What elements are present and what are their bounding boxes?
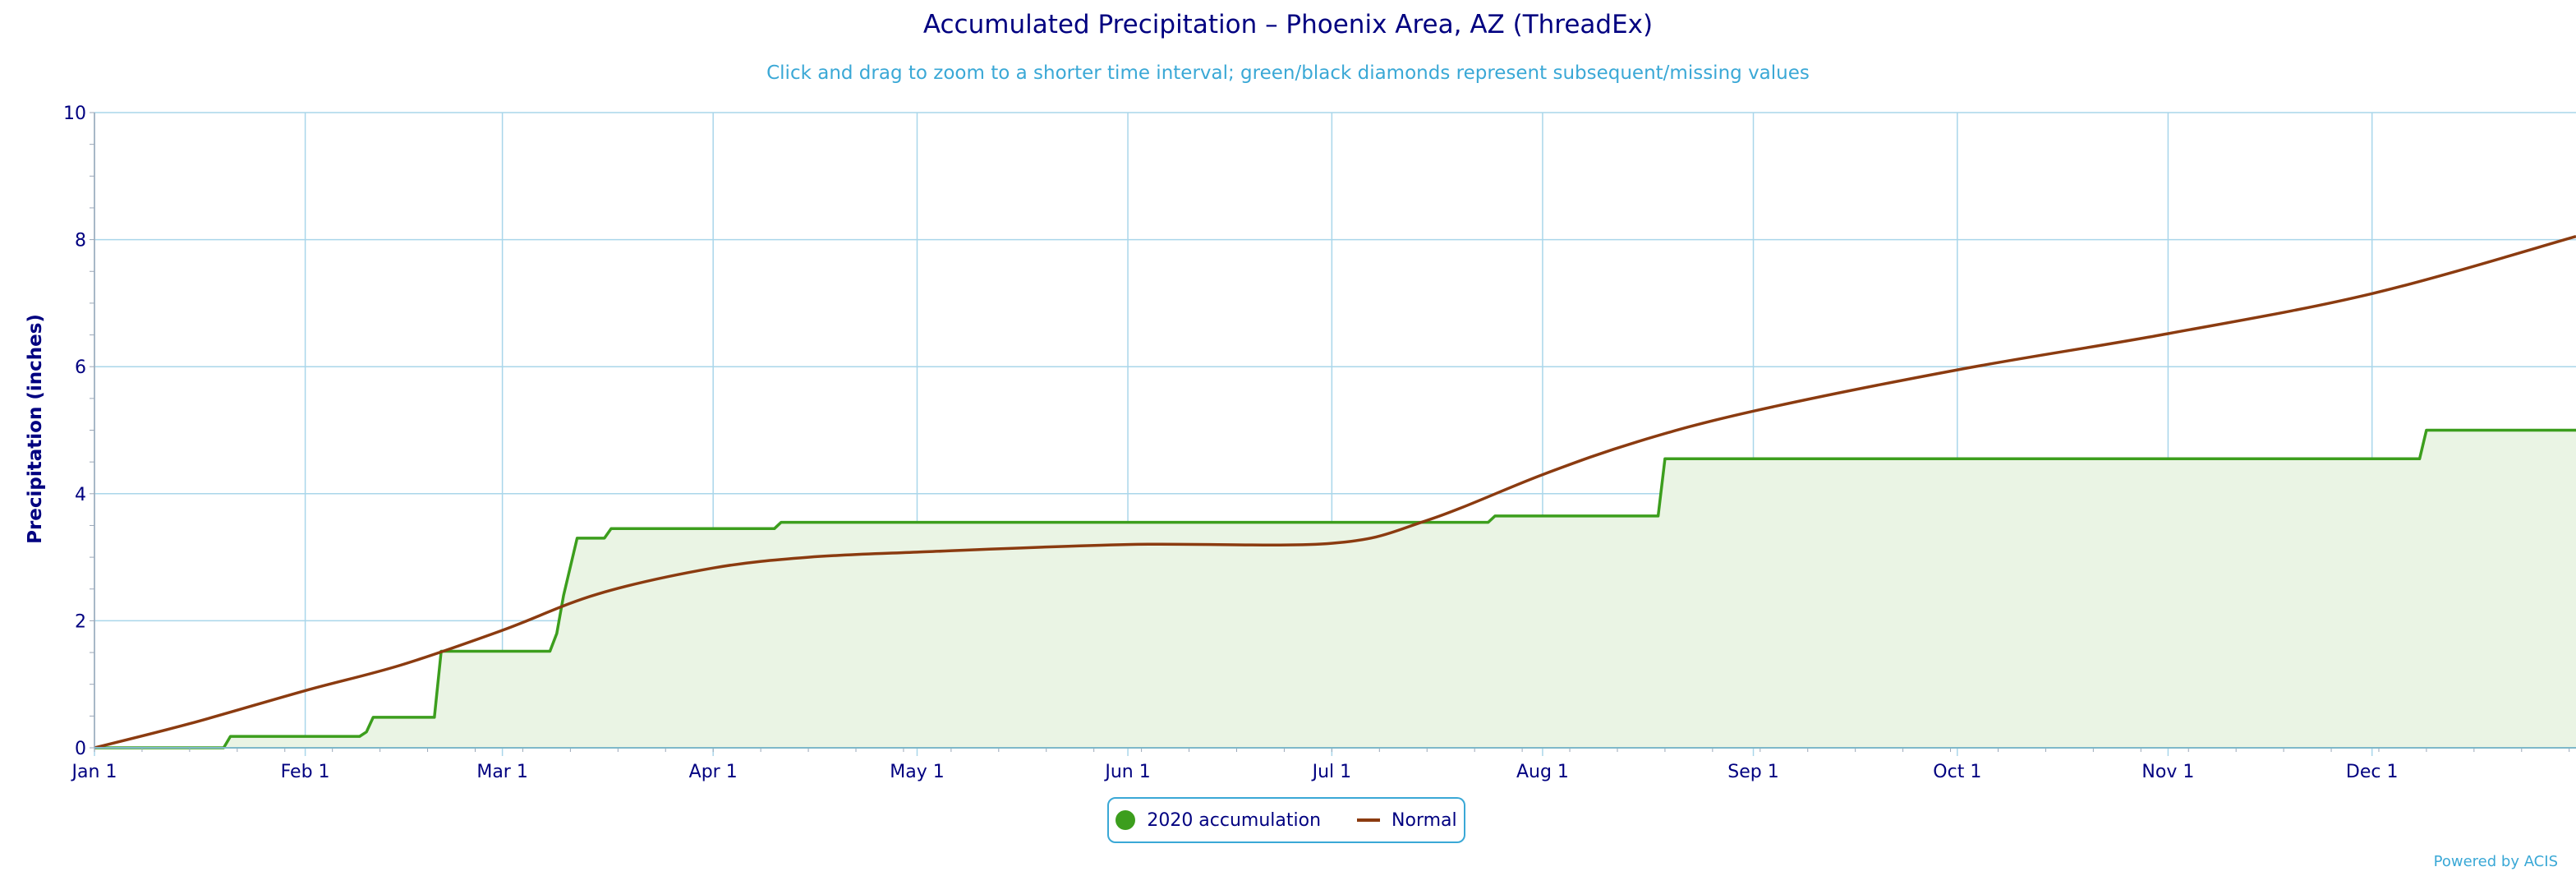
series-line-normal[interactable] xyxy=(94,235,2576,749)
chart-subtitle: Click and drag to zoom to a shorter time… xyxy=(766,62,1810,84)
x-tick-label: Aug 1 xyxy=(1516,762,1569,782)
y-tick-label: 6 xyxy=(75,357,86,378)
x-tick-label: Jun 1 xyxy=(1103,762,1150,782)
y-tick-label: 0 xyxy=(75,739,86,759)
legend: 2020 accumulation Normal xyxy=(1107,797,1465,843)
legend-item-normal[interactable]: Normal xyxy=(1357,810,1457,831)
x-tick-label: Jan 1 xyxy=(71,762,117,782)
x-tick-label: Apr 1 xyxy=(689,762,738,782)
area-layer xyxy=(94,430,2576,748)
x-tick-label: Feb 1 xyxy=(281,762,330,782)
legend-label-normal: Normal xyxy=(1392,809,1457,831)
y-tick-label: 4 xyxy=(75,485,86,505)
y-tick-label: 8 xyxy=(75,231,86,251)
powered-by-link[interactable]: Powered by ACIS xyxy=(2433,853,2558,870)
y-tick-label: 10 xyxy=(63,104,86,124)
legend-label-accumulation: 2020 accumulation xyxy=(1147,809,1322,831)
series-line-2020-accumulation[interactable] xyxy=(94,428,2576,749)
legend-item-accumulation[interactable]: 2020 accumulation xyxy=(1116,810,1321,831)
x-tick-label: Sep 1 xyxy=(1727,762,1778,782)
y-axis-label: Precipitation (inches) xyxy=(25,314,46,544)
legend-swatch-accumulation xyxy=(1116,810,1136,830)
x-tick-label: Nov 1 xyxy=(2141,762,2194,782)
x-tick-label: Jul 1 xyxy=(1311,762,1352,782)
y-tick-label: 2 xyxy=(75,611,86,632)
axes: 0 2 4 6 8 10 Jan 1 Feb 1 Mar 1 Apr 1 May 1 Jun 1 Jul… xyxy=(63,104,2576,782)
accumulation-area-fill xyxy=(94,430,2576,748)
chart-title: Accumulated Precipitation – Phoenix Area… xyxy=(922,10,1654,39)
series-layer xyxy=(94,235,2576,749)
legend-swatch-normal xyxy=(1357,818,1381,822)
x-tick-label: May 1 xyxy=(890,762,944,782)
x-tick-label: Dec 1 xyxy=(2346,762,2399,782)
x-tick-label: Oct 1 xyxy=(1933,762,1981,782)
x-tick-label: Mar 1 xyxy=(476,762,528,782)
